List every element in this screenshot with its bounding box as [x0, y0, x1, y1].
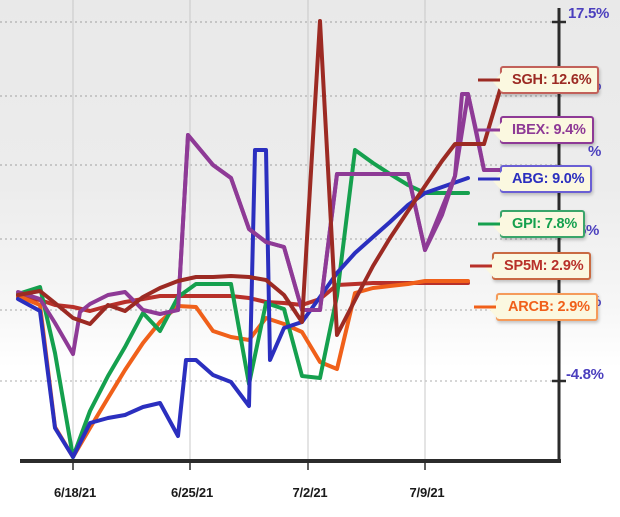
legend-callout-sp5m[interactable]: SP5M: 2.9% [482, 252, 592, 280]
legend-label-gpi: GPI: 7.8% [512, 216, 578, 232]
callout-notch [493, 122, 502, 142]
legend-label-arcb: ARCB: 2.9% [508, 299, 590, 315]
series-line-ARCB [16, 279, 470, 459]
legend-label-abg: ABG: 9.0% [512, 171, 585, 187]
legend-callout-ibex[interactable]: IBEX: 9.4% [490, 116, 594, 144]
legend-label-ibex: IBEX: 9.4% [512, 122, 586, 138]
x-axis-ticks [72, 461, 426, 470]
callout-notch [493, 72, 502, 92]
x-tick-label-2: 7/2/21 [292, 485, 328, 500]
legend-label-sp5m: SP5M: 2.9% [504, 258, 584, 274]
x-tick-label-3: 7/9/21 [409, 485, 445, 500]
x-tick-label-1: 6/25/21 [171, 485, 213, 500]
legend-callout-abg[interactable]: ABG: 9.0% [490, 165, 593, 193]
y-axis-label-clipped-2: % [588, 143, 602, 160]
y-axis-label-top: 17.5% [568, 5, 610, 22]
series-line-SGH [16, 19, 532, 337]
vertical-gridlines [72, 0, 426, 459]
callout-notch [489, 299, 498, 319]
callout-notch [493, 216, 502, 236]
callout-notch [493, 171, 502, 191]
series-line-GPI [16, 148, 470, 459]
legend-label-sgh: SGH: 12.6% [512, 72, 592, 88]
callout-notch [485, 258, 494, 278]
x-tick-label-0: 6/18/21 [54, 485, 96, 500]
legend-callout-arcb[interactable]: ARCB: 2.9% [486, 293, 598, 321]
series-line-IBEX [16, 92, 532, 356]
legend-callout-gpi[interactable]: GPI: 7.8% [490, 210, 586, 238]
y-axis-label-bottom: -4.8% [566, 366, 604, 383]
series-line-ABG [16, 148, 470, 459]
series-line-SP5M [16, 281, 470, 313]
legend-callout-sgh[interactable]: SGH: 12.6% [490, 66, 600, 94]
